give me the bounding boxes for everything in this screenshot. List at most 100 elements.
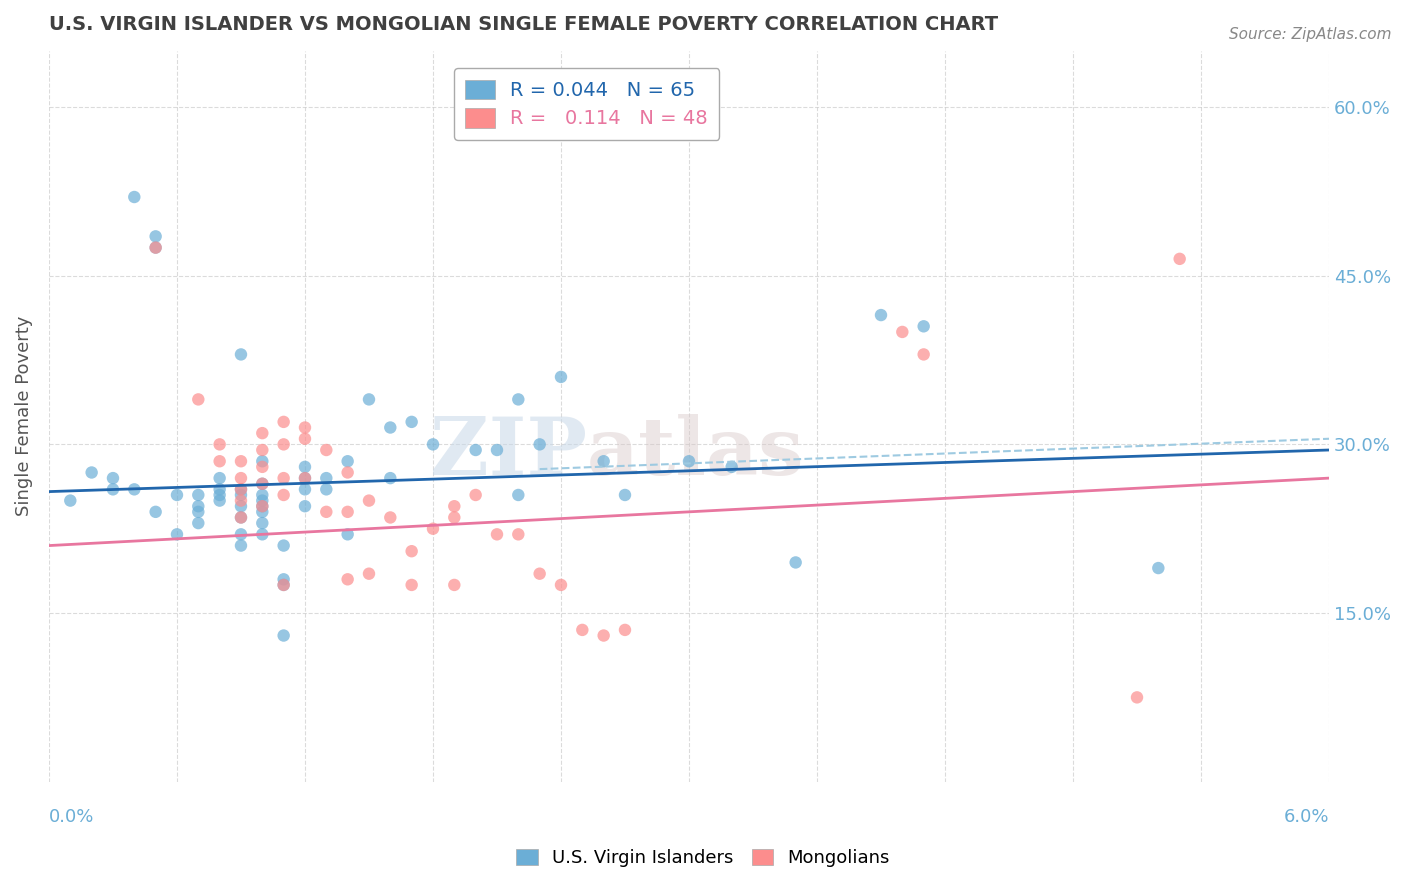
Point [229,471,252,485]
Point [380,510,402,524]
Text: Source: ZipAtlas.com: Source: ZipAtlas.com [1229,27,1392,42]
Point [273,471,295,485]
Point [208,471,231,485]
Point [252,493,274,508]
Point [273,437,295,451]
Point [208,488,231,502]
Point [252,505,274,519]
Point [464,488,486,502]
Point [1168,252,1191,266]
Point [252,442,274,457]
Y-axis label: Single Female Poverty: Single Female Poverty [15,316,32,516]
Point [891,325,914,339]
Legend: U.S. Virgin Islanders, Mongolians: U.S. Virgin Islanders, Mongolians [509,841,897,874]
Point [294,471,316,485]
Point [720,459,742,474]
Point [443,578,465,592]
Point [294,471,316,485]
Point [401,544,423,558]
Point [336,454,359,468]
Point [294,459,316,474]
Point [273,539,295,553]
Point [380,420,402,434]
Point [229,527,252,541]
Point [336,527,359,541]
Point [145,505,167,519]
Point [229,510,252,524]
Point [252,500,274,514]
Point [785,556,807,570]
Point [1147,561,1170,575]
Point [273,572,295,586]
Point [124,483,146,497]
Point [208,437,231,451]
Point [101,483,124,497]
Point [187,488,209,502]
Point [315,471,337,485]
Point [229,539,252,553]
Point [464,442,486,457]
Point [187,392,209,407]
Text: 6.0%: 6.0% [1284,808,1329,826]
Point [315,505,337,519]
Text: atlas: atlas [586,414,804,491]
Point [229,493,252,508]
Point [1126,690,1149,705]
Point [229,483,252,497]
Point [101,471,124,485]
Point [592,628,614,642]
Point [443,510,465,524]
Point [252,488,274,502]
Point [357,493,380,508]
Point [485,527,508,541]
Point [229,488,252,502]
Point [401,578,423,592]
Point [870,308,893,322]
Point [294,483,316,497]
Point [166,527,188,541]
Point [508,527,530,541]
Point [357,392,380,407]
Point [124,190,146,204]
Point [294,432,316,446]
Point [550,578,572,592]
Point [508,488,530,502]
Point [208,493,231,508]
Point [485,442,508,457]
Point [443,500,465,514]
Legend: R = 0.044   N = 65, R =   0.114   N = 48: R = 0.044 N = 65, R = 0.114 N = 48 [454,68,720,140]
Point [422,437,444,451]
Point [229,483,252,497]
Point [336,572,359,586]
Point [187,500,209,514]
Point [252,527,274,541]
Point [252,500,274,514]
Point [252,426,274,441]
Point [252,476,274,491]
Point [273,488,295,502]
Point [166,488,188,502]
Point [273,578,295,592]
Point [614,623,637,637]
Point [315,442,337,457]
Point [315,483,337,497]
Point [187,516,209,530]
Text: 0.0%: 0.0% [49,808,94,826]
Point [208,483,231,497]
Text: U.S. VIRGIN ISLANDER VS MONGOLIAN SINGLE FEMALE POVERTY CORRELATION CHART: U.S. VIRGIN ISLANDER VS MONGOLIAN SINGLE… [49,15,998,34]
Point [336,505,359,519]
Text: ZIP: ZIP [430,414,586,491]
Point [508,392,530,407]
Point [571,623,593,637]
Point [229,500,252,514]
Point [80,466,103,480]
Point [145,229,167,244]
Point [187,505,209,519]
Point [273,628,295,642]
Point [529,437,551,451]
Point [401,415,423,429]
Point [529,566,551,581]
Point [678,454,700,468]
Point [252,459,274,474]
Point [145,241,167,255]
